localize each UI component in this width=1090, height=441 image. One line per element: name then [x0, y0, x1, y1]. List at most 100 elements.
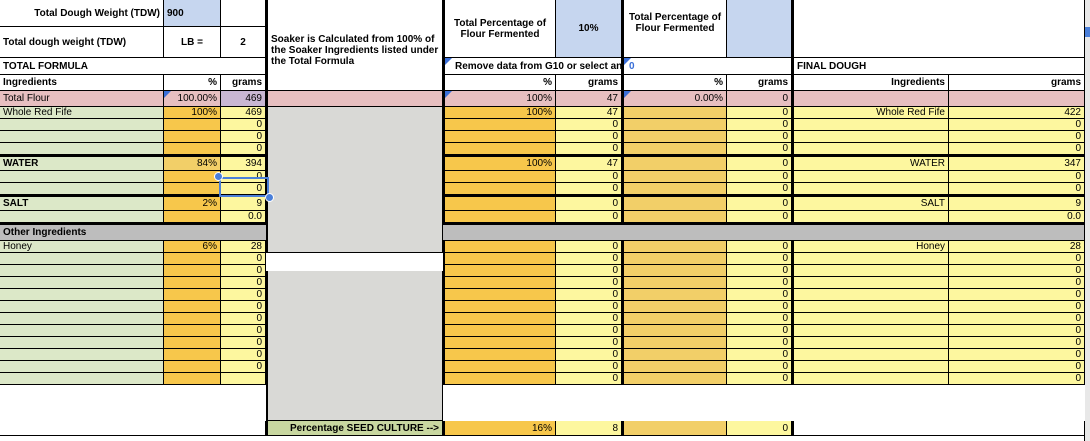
preferment2-grams[interactable]: 0 [727, 131, 792, 143]
preferment-pct[interactable] [443, 211, 556, 223]
ingredient-grams[interactable]: 0 [221, 301, 266, 313]
final-ingredient-name[interactable] [792, 361, 949, 373]
preferment-pct[interactable] [443, 361, 556, 373]
final-ingredient-grams[interactable]: 0 [949, 337, 1085, 349]
preferment2-grams[interactable]: 0 [727, 301, 792, 313]
seed-final-blank[interactable] [792, 421, 1085, 436]
preferment2-pct[interactable] [622, 337, 727, 349]
ingredient-name[interactable] [0, 119, 164, 131]
total-flour-pref-grams[interactable]: 47 [556, 91, 622, 107]
ingredient-pct[interactable] [164, 301, 221, 313]
preferment-grams[interactable]: 0 [556, 241, 622, 253]
ingredient-grams[interactable]: 0 [221, 131, 266, 143]
preferment2-pct[interactable] [622, 253, 727, 265]
ingredient-name[interactable] [0, 131, 164, 143]
ingredient-pct[interactable] [164, 361, 221, 373]
preferment2-pct[interactable] [622, 155, 727, 171]
preferment2-pct[interactable] [622, 183, 727, 195]
final-ingredient-name[interactable] [792, 253, 949, 265]
preferment2-pct[interactable] [622, 265, 727, 277]
preferment2-pct[interactable] [622, 313, 727, 325]
ingredient-name[interactable] [0, 143, 164, 155]
preferment-pct[interactable] [443, 253, 556, 265]
ingredient-name[interactable] [0, 325, 164, 337]
preferment-pct[interactable] [443, 183, 556, 195]
preferment-grams[interactable]: 0 [556, 349, 622, 361]
ingredient-grams[interactable]: 0 [221, 349, 266, 361]
preferment-pct[interactable] [443, 289, 556, 301]
ingredient-pct[interactable] [164, 277, 221, 289]
final-ingredient-name[interactable]: Honey [792, 241, 949, 253]
final-ingredient-grams[interactable]: 0 [949, 119, 1085, 131]
total-flour-label[interactable]: Total Flour [0, 91, 164, 107]
soaker-area-top[interactable] [266, 107, 443, 253]
total-flour-soaker[interactable] [266, 91, 443, 107]
ingredient-pct[interactable]: 2% [164, 195, 221, 211]
preferment2-grams[interactable]: 0 [727, 373, 792, 385]
final-ingredient-grams[interactable]: 0 [949, 183, 1085, 195]
ingredient-grams[interactable]: 0 [221, 171, 266, 183]
preferment-pct[interactable]: 100% [443, 155, 556, 171]
header-final-ingredients[interactable]: Ingredients [792, 75, 949, 91]
final-ingredient-grams[interactable]: 0 [949, 171, 1085, 183]
preferment-pct[interactable] [443, 373, 556, 385]
final-ingredient-name[interactable] [792, 301, 949, 313]
ingredient-name[interactable] [0, 313, 164, 325]
ingredient-grams[interactable]: 0 [221, 313, 266, 325]
preferment2-grams[interactable]: 0 [727, 361, 792, 373]
preferment-grams[interactable]: 0 [556, 325, 622, 337]
preferment2-grams[interactable]: 0 [727, 211, 792, 223]
final-ingredient-grams[interactable]: 0 [949, 301, 1085, 313]
ingredient-grams[interactable]: 469 [221, 107, 266, 119]
ingredient-grams[interactable]: 9 [221, 195, 266, 211]
preferment2-pct[interactable] [622, 349, 727, 361]
preferment-grams[interactable]: 0 [556, 301, 622, 313]
pct-fermented-label2-cell[interactable]: Total Percentage of Flour Fermented [622, 0, 727, 58]
scrollbar-thumb[interactable] [1085, 27, 1090, 37]
preferment2-grams[interactable]: 0 [727, 277, 792, 289]
preferment-pct[interactable] [443, 143, 556, 155]
ingredient-pct[interactable]: 100% [164, 107, 221, 119]
ingredient-name[interactable] [0, 265, 164, 277]
header-pref2-grams[interactable]: grams [727, 75, 792, 91]
preferment2-grams[interactable]: 0 [727, 289, 792, 301]
header-pct[interactable]: % [164, 75, 221, 91]
preferment2-pct[interactable] [622, 361, 727, 373]
seed-culture-label[interactable]: Percentage SEED CULTURE --> [266, 421, 443, 436]
preferment-pct[interactable] [443, 119, 556, 131]
preferment-pct[interactable] [443, 195, 556, 211]
preferment2-grams[interactable]: 0 [727, 349, 792, 361]
total-flour-pct[interactable]: 100.00% [164, 91, 221, 107]
preferment2-pct[interactable] [622, 211, 727, 223]
ingredient-grams[interactable]: 0 [221, 143, 266, 155]
preferment-grams[interactable]: 0 [556, 131, 622, 143]
final-ingredient-name[interactable] [792, 183, 949, 195]
ingredient-name[interactable]: WATER [0, 155, 164, 171]
preferment-pct[interactable] [443, 301, 556, 313]
ingredient-name[interactable] [0, 277, 164, 289]
total-flour-final-grams[interactable] [949, 91, 1085, 107]
final-ingredient-grams[interactable]: 347 [949, 155, 1085, 171]
preferment-grams[interactable]: 47 [556, 155, 622, 171]
preferment2-pct[interactable] [622, 107, 727, 119]
lb-label-cell[interactable]: LB = [164, 27, 221, 58]
final-ingredient-name[interactable] [792, 277, 949, 289]
final-ingredient-name[interactable] [792, 337, 949, 349]
preferment-pct[interactable] [443, 241, 556, 253]
soaker-note-cell[interactable]: Soaker is Calculated from 100% of the So… [266, 0, 443, 91]
preferment-grams[interactable]: 0 [556, 253, 622, 265]
total-flour-pref-pct[interactable]: 100% [443, 91, 556, 107]
preferment2-pct[interactable] [622, 289, 727, 301]
final-ingredient-name[interactable] [792, 349, 949, 361]
ingredient-grams[interactable]: 0 [221, 289, 266, 301]
preferment-pct[interactable] [443, 313, 556, 325]
ingredient-grams[interactable] [221, 373, 266, 385]
tdw-label-cell[interactable]: Total Dough Weight (TDW) [0, 0, 164, 27]
ingredient-pct[interactable]: 84% [164, 155, 221, 171]
final-ingredient-name[interactable]: WATER [792, 155, 949, 171]
total-flour-grams[interactable]: 469 [221, 91, 266, 107]
total-flour-pref2-pct[interactable]: 0.00% [622, 91, 727, 107]
preferment-pct[interactable] [443, 171, 556, 183]
ingredient-pct[interactable] [164, 119, 221, 131]
preferment2-grams[interactable]: 0 [727, 107, 792, 119]
